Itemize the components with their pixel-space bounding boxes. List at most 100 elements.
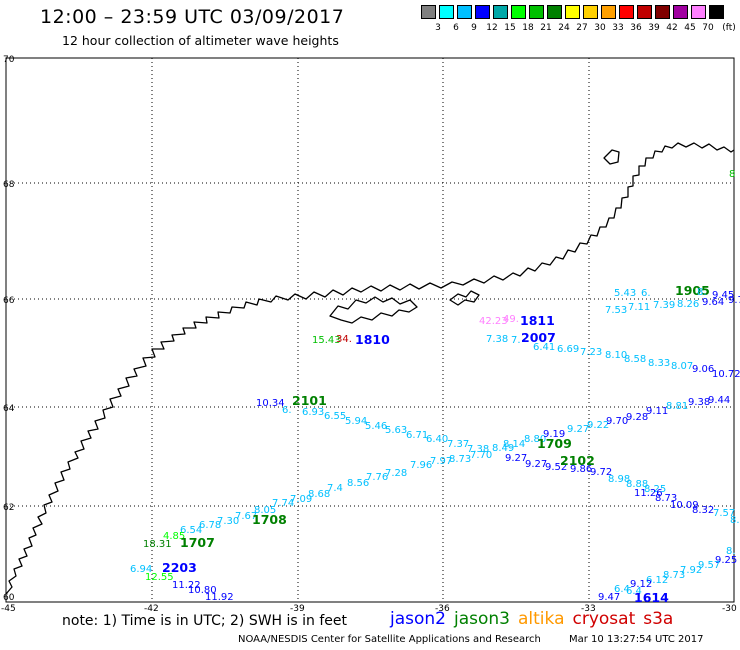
wave-height-value: 9.7 [728,295,740,306]
wave-height-value: 6.55 [324,411,346,422]
coastline-path [603,149,620,165]
wave-height-value: 9.44 [708,395,730,406]
wave-height-value: 6.4 [626,586,642,597]
wave-height-value: 49. [503,314,519,325]
wave-height-value: 10.09 [670,500,699,511]
wave-height-value: 9.27 [567,424,589,435]
wave-height-value: 6.12 [646,575,668,586]
wave-height-value: 8.98 [608,474,630,485]
lon-label: -36 [435,604,450,614]
lat-label: 70 [3,55,15,65]
wave-height-value: 10.72 [712,369,740,380]
pass-time-label: 1905 [675,283,710,298]
wave-height-value: 9.47 [598,592,620,603]
satellite-label-jason2: jason2 [390,609,446,629]
wave-height-value: 11.22 [172,580,201,591]
wave-height-value: 5.94 [345,416,367,427]
pass-time-label: 2203 [162,560,197,575]
satellite-label-jason3: jason3 [454,609,510,629]
wave-height-value: 9.72 [590,467,612,478]
wave-height-value: 7.30 [217,516,239,527]
lat-label: 68 [3,180,15,190]
legend-swatch [511,5,526,19]
wave-height-value: 8.05 [254,505,276,516]
wave-height-value: 8. [697,287,707,298]
wave-height-value: 7.11 [628,302,650,313]
wave-height-value: 8.73 [449,454,471,465]
legend-unit-label: (ft) [722,23,736,33]
wave-height-value: 9.52 [545,462,567,473]
lat-label: 64 [3,404,15,414]
wave-height-value: 34. [336,334,352,345]
wave-height-value: 9.64 [702,297,724,308]
wave-height-value: 11.92 [205,592,234,603]
satellite-legend: jason2 jason3 altika cryosat s3a [390,609,681,629]
wave-height-value: 8.68 [308,489,330,500]
pass-time-label: 2007 [521,330,556,345]
pass-time-label: 1709 [537,436,572,451]
wave-height-value: 9.11 [646,406,668,417]
wave-height-value: 6.40 [426,434,448,445]
legend-bin-label: 39 [648,23,660,33]
wave-height-value: 8.80 [524,434,546,445]
wave-height-value: 7. [511,335,521,346]
legend-swatch [601,5,616,19]
wave-height-value: 7.39 [653,300,675,311]
wave-height-value: 5.43 [614,288,636,299]
wave-height-value: 42.23 [479,316,508,327]
wave-height-value: 6.78 [199,520,221,531]
pass-time-label: 1810 [355,332,390,347]
wave-height-value: 7.09 [290,494,312,505]
wave-height-value: 9.19 [543,429,565,440]
legend-bin-label: 18 [522,23,534,33]
wave-height-value: 8.49 [492,443,514,454]
legend-bin-label: 70 [702,23,714,33]
coastline-path [5,142,735,595]
wave-height-value: 9.12 [630,579,652,590]
wave-height-value: 7.76 [366,472,388,483]
wave-height-value: 8 [729,169,735,180]
wave-height-value: 8.25 [644,484,666,495]
map-frame [5,57,735,603]
wave-height-value: 10.34 [256,398,285,409]
lon-label: -33 [581,604,596,614]
wave-height-value: 6.71 [406,430,428,441]
wave-height-value: 10.80 [188,585,217,596]
wave-height-value: 9.57 [698,560,720,571]
lon-label: -45 [1,604,16,614]
map-title: 12:00 – 23:59 UTC 03/09/2017 [40,6,345,28]
legend-bin-label: 42 [666,23,678,33]
wave-height-value: 9.86 [570,464,592,475]
legend-bin-label: 15 [504,23,516,33]
latitude-labels: 70 68 66 64 62 60 [3,55,15,603]
legend-swatch [619,5,634,19]
legend-swatch [493,5,508,19]
wave-height-value: 6.94 [130,564,152,575]
wave-height-observations: 85.436.19058.9.457.537.117.398.269.649.7… [130,169,740,605]
wave-height-value: 8.73 [655,493,677,504]
wave-height-value: 8.32 [692,505,714,516]
credit-line: NOAA/NESDIS Center for Satellite Applica… [238,634,541,645]
wave-height-value: 7.92 [680,565,702,576]
coastline-path [329,296,418,324]
wave-height-value: 9.27 [525,459,547,470]
wave-height-value: 4.85 [163,531,185,542]
wave-height-value: 11.26 [634,488,663,499]
legend-swatch [673,5,688,19]
coastline-path [449,290,480,306]
wave-height-value: 8.88 [626,479,648,490]
wave-height-value: 9.25 [715,555,737,566]
wave-height-value: 7.23 [580,347,602,358]
wave-height-value: 18.31 [143,539,172,550]
legend-bin-label: 3 [435,23,441,33]
wave-height-value: 8. [730,515,740,526]
wave-height-value: 9.38 [688,397,710,408]
legend-swatch [439,5,454,19]
wave-height-value: 9.27 [505,453,527,464]
legend-swatch [691,5,706,19]
wave-height-value: 9.45 [712,290,734,301]
lon-label: -39 [290,604,305,614]
wave-height-value: 6. [641,288,651,299]
wave-height-value: 8.14 [503,439,525,450]
